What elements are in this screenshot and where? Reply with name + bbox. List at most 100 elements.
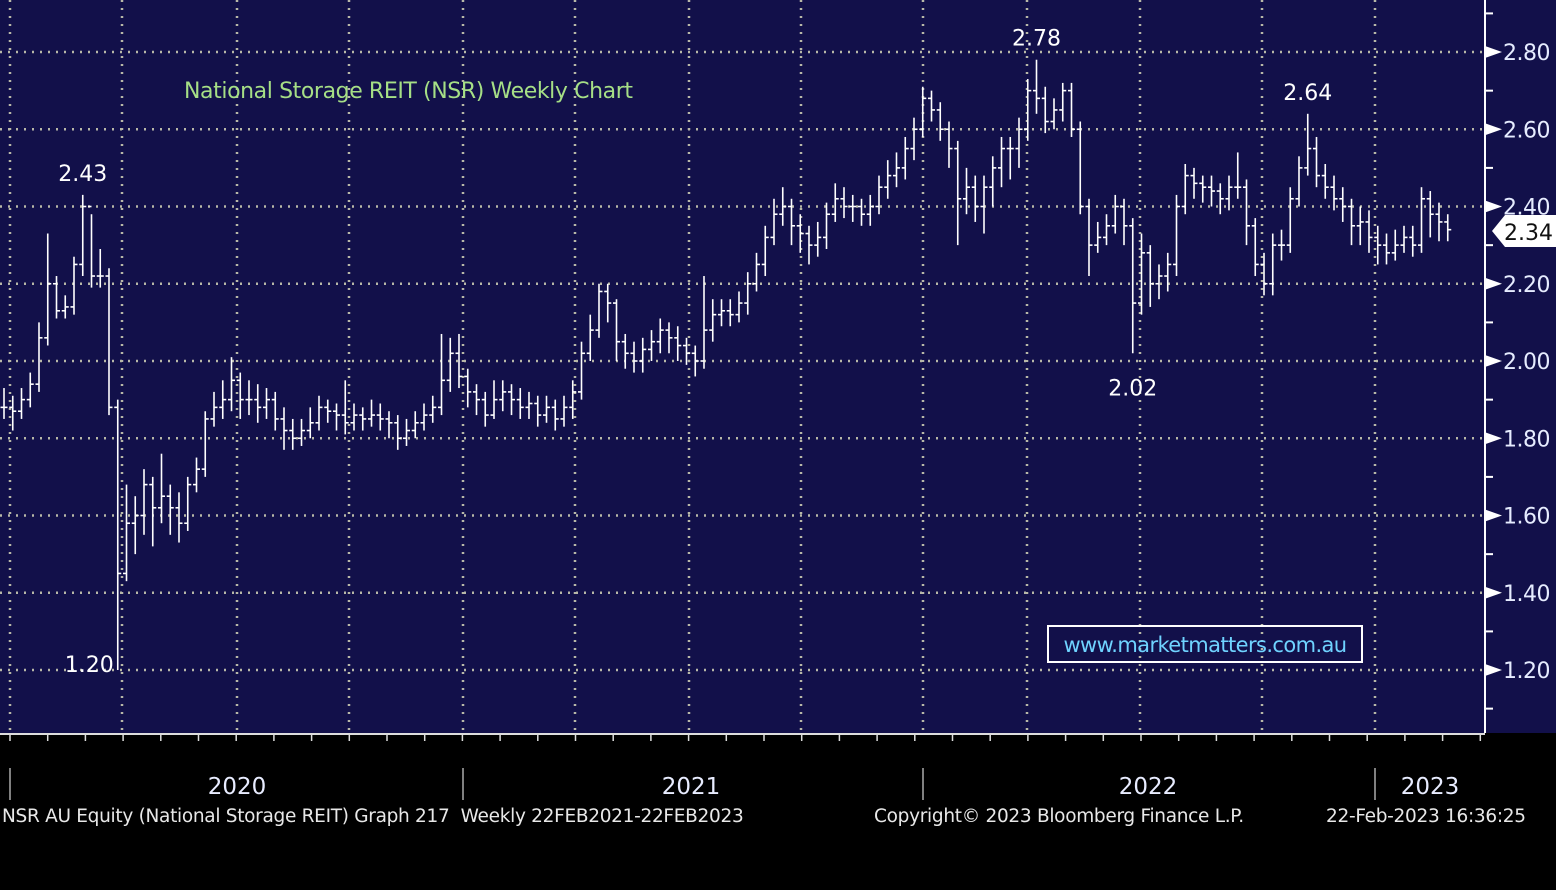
ohlc-bar [919,86,927,137]
ohlc-bar [1173,194,1180,277]
annotation-label: 2.02 [1108,376,1157,401]
ohlc-bar [1313,136,1320,188]
ohlc-bar [70,256,78,315]
ohlc-bar [560,395,568,427]
ohlc-bar [219,380,227,419]
ohlc-bar [359,407,367,431]
ohlc-bar [140,469,148,535]
annotations: 2.43 1.20 2.78 2.02 2.64 [58,27,1332,678]
ohlc-bar [709,299,717,342]
ohlc-bar [1111,194,1119,234]
ohlc-bar [1068,82,1075,137]
ohlc-bar [438,333,445,416]
watermark-border [1047,625,1363,663]
ohlc-bar [1348,198,1355,246]
watermark-text: www.marketmatters.com.au [1063,633,1346,657]
ohlc-bar [9,395,17,431]
ohlc-bar [683,337,690,365]
ohlc-bar [805,225,813,265]
ohlc-bar [184,476,192,531]
ohlc-bar [1251,218,1259,277]
ohlc-bar [1243,179,1250,246]
annotation-label: 1.20 [65,653,114,678]
chart-title: National Storage REIT (NSR) Weekly Chart [184,79,633,104]
ohlc-bar [998,136,1005,188]
ohlc-bar [569,380,577,419]
ohlc-bar [228,357,235,412]
ohlc-bar [26,372,34,408]
ohlc-bar [761,225,769,277]
ohlc-bar [534,395,542,427]
ohlc-bar [446,337,454,392]
ohlc-bar [306,407,314,439]
ohlc-bar [551,399,559,431]
y-tick-marker [1485,355,1502,367]
ohlc-bar [1120,198,1128,246]
ohlc-bar [613,299,620,361]
ohlc-bar [525,391,533,419]
ohlc-bar [1225,175,1233,211]
plot-background [0,0,1556,733]
ohlc-bar [665,322,673,354]
y-tick-marker [1485,432,1502,445]
ohlc-bar [411,411,419,439]
ohlc-bar [578,341,585,400]
ohlc-bar [1444,214,1452,242]
ohlc-bar [429,395,437,423]
ohlc-bar [394,415,402,450]
y-tick-label: 1.60 [1503,505,1550,530]
ohlc-bar [621,333,629,369]
ohlc-bar [788,198,795,246]
ohlc-bar [158,453,165,524]
ohlc-bar [866,194,874,226]
ohlc-bar [1199,175,1207,203]
ohlc-bar [656,318,664,354]
y-tick-label: 2.80 [1503,41,1550,66]
y-tick-marker [1485,200,1502,213]
y-tick-label: 2.20 [1503,273,1550,298]
ohlc-bar [1409,225,1417,257]
ohlc-bar [79,194,87,277]
ohlc-bar [175,492,183,543]
ohlc-bar [1164,252,1172,292]
y-tick-marker [1485,123,1502,136]
ohlc-bar [901,136,909,180]
ohlc-bar [980,175,988,234]
ohlc-bar [1260,252,1268,296]
ohlc-bar [954,140,962,246]
ohlc-bar [639,337,647,373]
ohlc-bar [271,391,279,431]
footer-security: NSR AU Equity (National Storage REIT) Gr… [2,806,744,827]
ohlc-bar [61,295,69,319]
footer-timestamp: 22-Feb-2023 16:36:25 [1326,806,1526,827]
x-year-label: 2022 [1119,774,1178,800]
ohlc-bar [1374,225,1382,265]
annotation-label: 2.64 [1283,81,1332,106]
ohlc-bar [1024,79,1032,141]
ohlc-bar [726,299,734,327]
x-year-label: 2020 [208,774,267,800]
ohlc-bar [849,194,857,222]
ohlc-bar [945,121,953,168]
ohlc-bar [1050,98,1058,130]
ohlc-bar [499,380,507,412]
ohlc-bar [105,268,113,416]
y-tick-label: 2.00 [1503,350,1550,375]
ohlc-bar [114,399,122,670]
ohlc-bar [963,167,970,215]
ohlc-bar [1356,206,1364,246]
ohlc-bar [910,117,918,161]
ohlc-bar [193,457,200,493]
ohlc-bar [53,276,60,319]
annotation-label: 2.78 [1012,27,1061,52]
x-year-label: 2021 [662,774,721,800]
ohlc-bar [1216,183,1224,215]
y-tick-marker [1485,277,1502,290]
ohlc-bar [936,102,944,141]
y-tick-marker [1485,46,1502,58]
ohlc-bar [1269,233,1277,296]
ohlc-bar [543,395,550,423]
ohlc-bar [254,384,262,423]
ohlc-bar [814,221,822,257]
ohlc-bar [744,272,752,315]
